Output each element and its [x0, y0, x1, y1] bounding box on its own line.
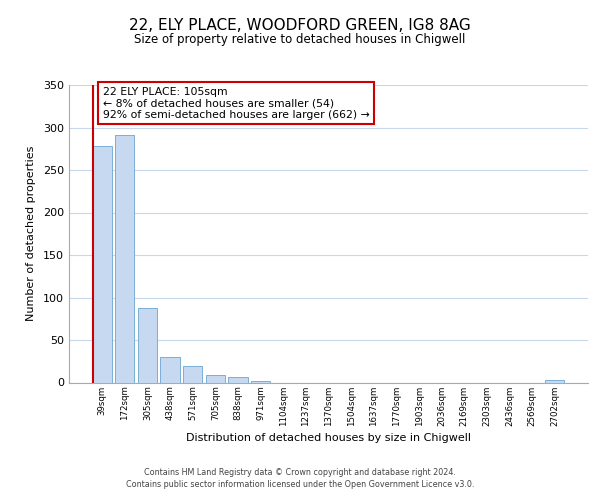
Bar — [251, 381, 270, 382]
X-axis label: Distribution of detached houses by size in Chigwell: Distribution of detached houses by size … — [186, 432, 471, 442]
Text: 22, ELY PLACE, WOODFORD GREEN, IG8 8AG: 22, ELY PLACE, WOODFORD GREEN, IG8 8AG — [129, 18, 471, 32]
Text: 22 ELY PLACE: 105sqm
← 8% of detached houses are smaller (54)
92% of semi-detach: 22 ELY PLACE: 105sqm ← 8% of detached ho… — [103, 86, 370, 120]
Bar — [115, 135, 134, 382]
Y-axis label: Number of detached properties: Number of detached properties — [26, 146, 36, 322]
Text: Contains HM Land Registry data © Crown copyright and database right 2024.
Contai: Contains HM Land Registry data © Crown c… — [126, 468, 474, 489]
Bar — [160, 357, 180, 382]
Bar — [206, 375, 225, 382]
Bar — [138, 308, 157, 382]
Bar — [229, 378, 248, 382]
Bar — [92, 146, 112, 382]
Bar — [183, 366, 202, 382]
Text: Size of property relative to detached houses in Chigwell: Size of property relative to detached ho… — [134, 32, 466, 46]
Bar — [545, 380, 565, 382]
